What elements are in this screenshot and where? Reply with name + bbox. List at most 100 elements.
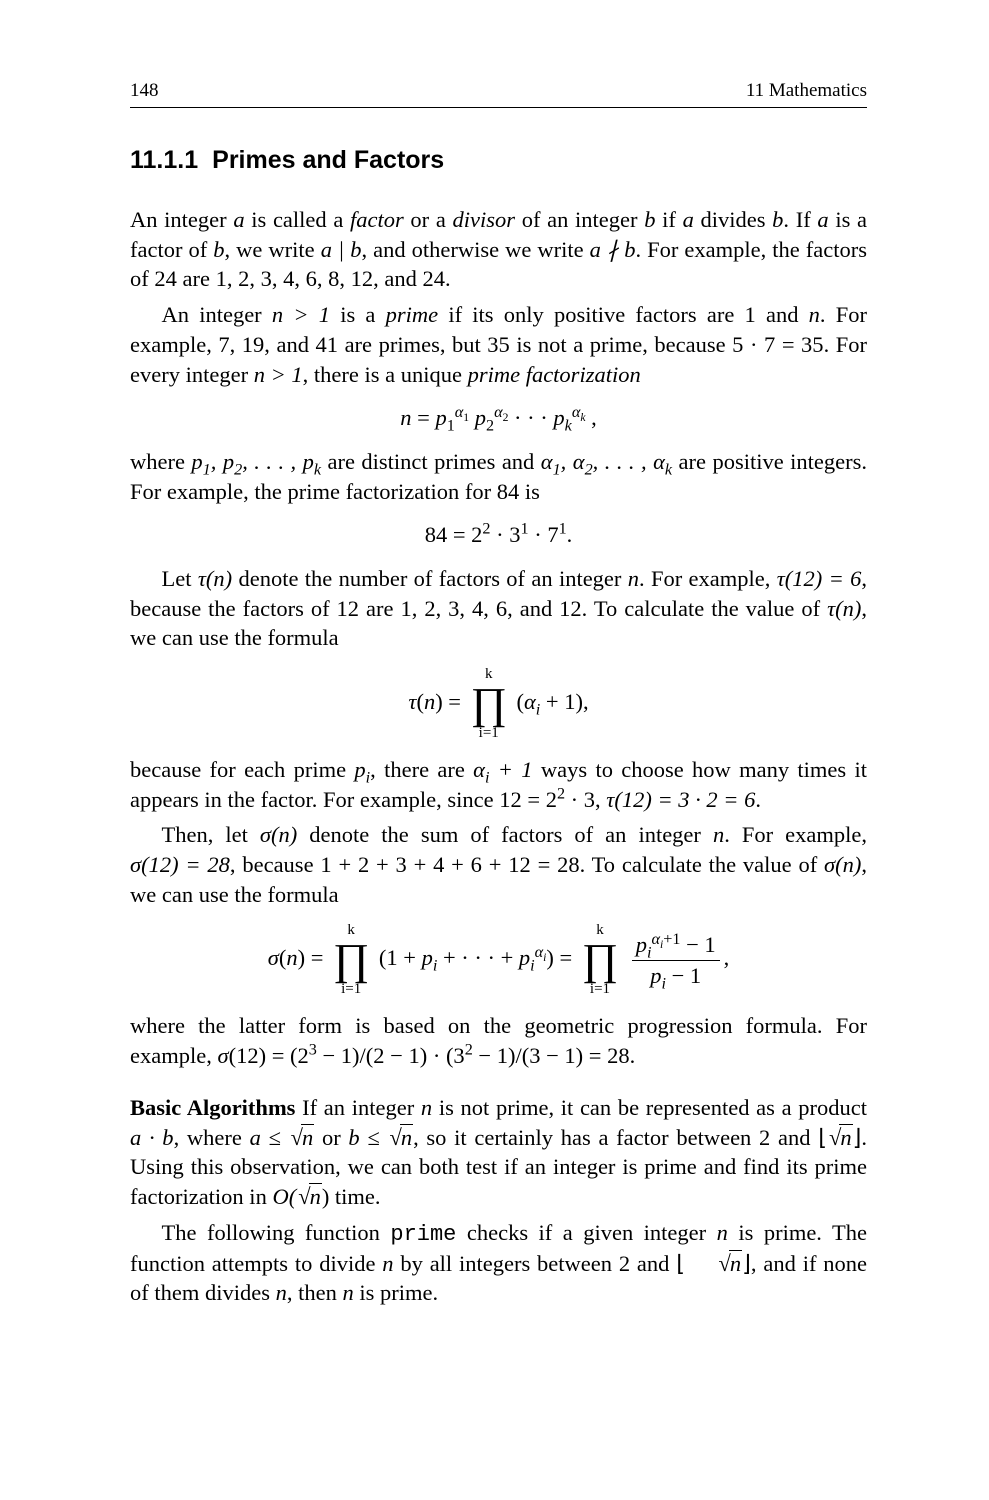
text: is a xyxy=(330,302,386,327)
text: if xyxy=(655,207,682,232)
math-expr: a | b xyxy=(321,237,362,262)
text: because for each prime xyxy=(130,757,354,782)
text: If an integer xyxy=(295,1095,420,1120)
math-expr: τ(12) = 6 xyxy=(777,566,862,591)
math-expr: τ(12) = 3 · 2 = 6 xyxy=(606,787,755,812)
math-expr: 1 + 2 + 3 + 4 + 6 + 12 = 28 xyxy=(320,852,579,877)
text: , there are xyxy=(370,757,473,782)
math-expr: a · b xyxy=(130,1125,174,1150)
paragraph: An integer n > 1 is a prime if its only … xyxy=(130,300,867,389)
text: , because xyxy=(230,852,320,877)
product-symbol: k ∏ i=1 xyxy=(471,667,507,741)
paragraph: Let τ(n) denote the number of factors of… xyxy=(130,564,867,653)
display-equation: σ(n) = k ∏ i=1 (1 + pi + · · · + piαi) =… xyxy=(130,923,867,997)
math-expr: σ(n) xyxy=(260,822,297,847)
text: where xyxy=(130,449,191,474)
sqrt-icon: n xyxy=(685,1249,742,1279)
math-var: n xyxy=(382,1251,393,1276)
sqrt-icon: n xyxy=(289,1123,315,1153)
chapter-label: 11 Mathematics xyxy=(746,78,867,103)
paragraph: An integer a is called a factor or a div… xyxy=(130,205,867,294)
math-var: n xyxy=(729,1250,742,1276)
math-expr: a ≤ xyxy=(250,1125,289,1150)
paragraph: where p1, p2, . . . , pk are distinct pr… xyxy=(130,447,867,506)
text: Then, let xyxy=(162,822,260,847)
text: denote the number of factors of an integ… xyxy=(232,566,628,591)
text: . For example, xyxy=(724,822,867,847)
text: are distinct primes and xyxy=(321,449,541,474)
text: , and otherwise we write xyxy=(361,237,589,262)
text: Let xyxy=(162,566,198,591)
floor-left-icon: ⌊ xyxy=(676,1251,685,1276)
limit-lower: i=1 xyxy=(471,726,507,741)
term: factor xyxy=(350,207,404,232)
code-inline: prime xyxy=(390,1222,456,1247)
math-var: n xyxy=(342,1280,353,1305)
text: is prime. xyxy=(354,1280,438,1305)
math-var: a xyxy=(817,207,828,232)
math-expr: n > 1 xyxy=(254,362,303,387)
section-title: Primes and Factors xyxy=(212,146,444,174)
text: . xyxy=(755,787,761,812)
page-number: 148 xyxy=(130,78,159,103)
math-var: n xyxy=(276,1280,287,1305)
display-equation: 84 = 22 · 31 · 71. xyxy=(130,520,867,550)
fraction: piαi+1 − 1 pi − 1 xyxy=(632,932,720,989)
math-expr: τ(n) xyxy=(827,596,861,621)
math-var: n xyxy=(309,1183,322,1209)
math-expr: τ(n) xyxy=(198,566,232,591)
text: An integer xyxy=(130,207,233,232)
text: , so it certainly has a factor between 2… xyxy=(413,1125,818,1150)
term: prime factorization xyxy=(468,362,641,387)
paragraph: where the latter form is based on the ge… xyxy=(130,1011,867,1070)
section-heading: 11.1.1 Primes and Factors xyxy=(130,144,867,177)
text: is called a xyxy=(245,207,350,232)
text: , where xyxy=(174,1125,250,1150)
text: , we write xyxy=(225,237,321,262)
math-var: a xyxy=(233,207,244,232)
math-var: n xyxy=(839,1124,852,1150)
text: denote the sum of factors of an integer xyxy=(297,822,713,847)
text: , xyxy=(595,787,606,812)
text: . For example, xyxy=(639,566,777,591)
text: is not prime, it can be represented as a… xyxy=(432,1095,867,1120)
section-number: 11.1.1 xyxy=(130,146,198,174)
text: , then xyxy=(287,1280,343,1305)
sqrt-icon: n xyxy=(387,1123,413,1153)
product-symbol: k ∏ i=1 xyxy=(333,923,369,997)
paragraph: Basic Algorithms If an integer n is not … xyxy=(130,1093,867,1212)
limit-lower: i=1 xyxy=(582,982,618,997)
text: where the latter form is based on the ge… xyxy=(130,1013,867,1068)
text: An integer xyxy=(162,302,272,327)
text: of an integer xyxy=(515,207,644,232)
math-expr: σ(12) = 28 xyxy=(130,852,230,877)
floor-left-icon: ⌊ xyxy=(818,1125,827,1150)
paragraph: because for each prime pi, there are αi … xyxy=(130,755,867,814)
math-var: n xyxy=(421,1095,432,1120)
text: The following function xyxy=(162,1220,391,1245)
math-expr: 5 · 7 = 35 xyxy=(732,332,823,357)
paragraph: The following function prime checks if a… xyxy=(130,1218,867,1308)
text: . To calculate the value of xyxy=(580,852,824,877)
math-expr: O( xyxy=(272,1184,296,1209)
sqrt-icon: n xyxy=(827,1123,853,1153)
text: or a xyxy=(404,207,453,232)
math-var: b xyxy=(213,237,224,262)
math-var: n xyxy=(400,1124,413,1150)
text: , there is a unique xyxy=(303,362,468,387)
term: divisor xyxy=(453,207,516,232)
page: 148 11 Mathematics 11.1.1 Primes and Fact… xyxy=(0,0,989,1500)
math-var: n xyxy=(628,566,639,591)
math-expr: b ≤ xyxy=(348,1125,387,1150)
running-header: 148 11 Mathematics xyxy=(130,78,867,108)
math-expr: σ(n) xyxy=(824,852,861,877)
math-var: n xyxy=(717,1220,728,1245)
math-var: n xyxy=(301,1124,314,1150)
text: by all integers between 2 and xyxy=(394,1251,677,1276)
limit-lower: i=1 xyxy=(333,982,369,997)
math-var: a xyxy=(683,207,694,232)
math-var: b xyxy=(644,207,655,232)
term: prime xyxy=(386,302,439,327)
run-in-heading: Basic Algorithms xyxy=(130,1095,295,1120)
text: ) time. xyxy=(322,1184,381,1209)
